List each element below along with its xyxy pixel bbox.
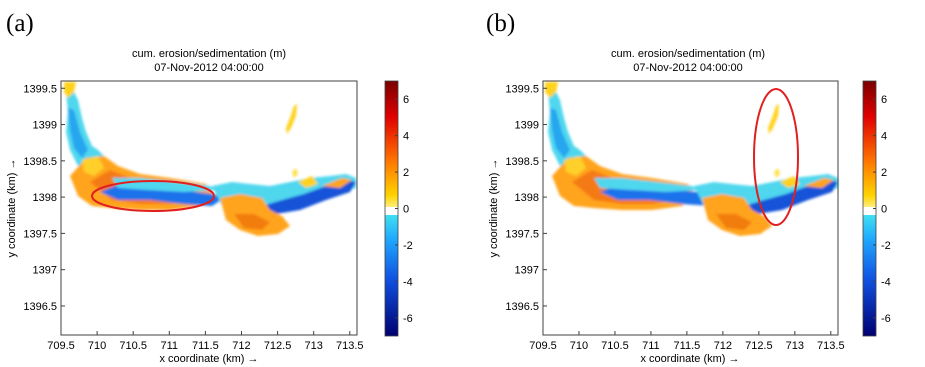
colorbar-tick-label: 4 bbox=[881, 131, 887, 143]
colorbar-tick-label: 6 bbox=[881, 94, 887, 106]
east-channel-deep bbox=[744, 180, 838, 214]
x-tick-label: 709.5 bbox=[47, 340, 75, 352]
y-tick-label: 1397 bbox=[515, 265, 539, 277]
x-tick-label: 713 bbox=[305, 340, 323, 352]
northwest-yellow bbox=[64, 82, 76, 98]
sedimentation-lobe-east-core bbox=[234, 214, 270, 230]
colorbar-tick-label: -2 bbox=[881, 240, 891, 252]
x-tick-label: 713.5 bbox=[817, 340, 845, 352]
panel-label: (b) bbox=[486, 10, 515, 37]
x-tick-label: 712.5 bbox=[264, 340, 292, 352]
x-tick-label: 710.5 bbox=[119, 340, 147, 352]
erosion-sedimentation-field bbox=[545, 82, 838, 236]
y-tick-label: 1397.5 bbox=[505, 228, 539, 240]
x-tick-label: 710.5 bbox=[601, 340, 629, 352]
x-tick-label: 711 bbox=[161, 340, 179, 352]
isolated-sediment-streak bbox=[768, 104, 779, 134]
plot-area bbox=[61, 81, 357, 335]
x-tick-label: 713 bbox=[786, 340, 804, 352]
x-tick-label: 709.5 bbox=[529, 340, 557, 352]
sedimentation-yellow bbox=[82, 156, 104, 176]
sedimentation-yellow bbox=[564, 156, 586, 176]
colorbar-tick-label: 2 bbox=[881, 167, 887, 179]
y-tick-label: 1396.5 bbox=[505, 301, 539, 313]
highlight-ellipse bbox=[91, 180, 215, 212]
y-tick-label: 1396.5 bbox=[23, 301, 57, 313]
colorbar-tick-label: 0 bbox=[881, 204, 887, 216]
x-tick-label: 711 bbox=[642, 340, 660, 352]
x-tick-label: 710 bbox=[88, 340, 106, 352]
x-tick-label: 712.5 bbox=[745, 340, 773, 352]
x-tick-label: 712 bbox=[232, 340, 250, 352]
x-tick-label: 713.5 bbox=[336, 340, 364, 352]
chart-title: cum. erosion/sedimentation (m) bbox=[132, 48, 286, 60]
y-axis-label: y coordinate (km) → bbox=[6, 158, 18, 257]
northwest-plume-blue bbox=[68, 108, 88, 158]
colorbar-tick-label: 4 bbox=[403, 131, 409, 143]
y-tick-label: 1399.5 bbox=[23, 83, 57, 95]
x-tick-label: 711.5 bbox=[192, 340, 219, 352]
sedimentation-lobe-east-core bbox=[716, 214, 752, 230]
ne-orange-patch bbox=[322, 178, 352, 188]
x-tick-labels: 709.5 710 710.5 711 711.5 712 712.5 713 713.5 bbox=[47, 331, 364, 352]
x-axis-label: x coordinate (km) → bbox=[640, 353, 739, 365]
highlight-ellipse bbox=[753, 88, 799, 226]
y-tick-labels: 1396.5 1397 1397.5 1398 1398.5 1399 1399.5 bbox=[23, 83, 65, 313]
heatmap-field bbox=[60, 80, 358, 336]
erosion-channel bbox=[100, 184, 224, 206]
x-tick-labels: 709.5 710 710.5 711 711.5 712 712.5 713 713.5 bbox=[529, 331, 845, 352]
colorbar-tick-label: 2 bbox=[403, 167, 409, 179]
east-channel-deep bbox=[262, 180, 356, 214]
erosion-sedimentation-field bbox=[64, 82, 356, 236]
axes-frame bbox=[60, 80, 358, 336]
ne-yellow-patch bbox=[780, 176, 800, 188]
y-tick-label: 1399.5 bbox=[505, 83, 539, 95]
y-tick-label: 1397.5 bbox=[23, 228, 57, 240]
y-tick-labels: 1396.5 1397 1397.5 1398 1398.5 1399 1399.5 bbox=[505, 83, 547, 313]
axes-frame bbox=[542, 80, 839, 336]
isolated-sediment-dot bbox=[774, 168, 780, 178]
colorbar-tick-label: 6 bbox=[403, 94, 409, 106]
heatmap-field bbox=[542, 80, 839, 336]
colorbar-ticks: 6 4 2 0 -2 -4 -6 bbox=[395, 94, 413, 325]
colorbar-tick-label: -6 bbox=[403, 313, 413, 325]
colorbar-ticks: 6 4 2 0 -2 -4 -6 bbox=[873, 94, 891, 325]
isolated-sediment-dot bbox=[292, 168, 298, 178]
y-axis-label: y coordinate (km) → bbox=[488, 158, 500, 257]
ne-orange-patch bbox=[804, 178, 834, 188]
colorbar-tick-label: -4 bbox=[881, 276, 891, 288]
colorbar-tick-label: -4 bbox=[403, 276, 413, 288]
colorbar-tick-label: -2 bbox=[403, 240, 413, 252]
x-tick-label: 711.5 bbox=[674, 340, 701, 352]
y-tick-label: 1398 bbox=[33, 192, 57, 204]
y-tick-label: 1398.5 bbox=[505, 156, 539, 168]
x-tick-label: 710 bbox=[570, 340, 588, 352]
y-tick-label: 1397 bbox=[33, 265, 57, 277]
northwest-plume-blue bbox=[550, 108, 570, 158]
ne-yellow-patch bbox=[298, 176, 318, 188]
panel-label: (a) bbox=[6, 10, 34, 37]
plot-area bbox=[543, 81, 838, 335]
colorbar-tick-label: 0 bbox=[403, 204, 409, 216]
chart-subtitle: 07-Nov-2012 04:00:00 bbox=[633, 62, 742, 74]
x-tick-label: 712 bbox=[714, 340, 732, 352]
erosion-channel-light bbox=[594, 178, 700, 192]
chart-title: cum. erosion/sedimentation (m) bbox=[611, 48, 765, 60]
y-tick-label: 1399 bbox=[515, 120, 539, 132]
y-tick-label: 1398 bbox=[515, 192, 539, 204]
y-tick-label: 1399 bbox=[33, 120, 57, 132]
x-axis-label: x coordinate (km) → bbox=[159, 353, 258, 365]
chart-subtitle: 07-Nov-2012 04:00:00 bbox=[154, 62, 263, 74]
isolated-sediment-streak bbox=[286, 104, 297, 134]
northwest-yellow bbox=[545, 82, 558, 98]
y-tick-label: 1398.5 bbox=[23, 156, 57, 168]
colorbar-tick-label: -6 bbox=[881, 313, 891, 325]
panel-a: (a) cum. erosion/sedimentation (m) 07-No… bbox=[6, 10, 413, 365]
panel-b: (b) cum. erosion/sedimentation (m) 07-No… bbox=[486, 10, 891, 365]
